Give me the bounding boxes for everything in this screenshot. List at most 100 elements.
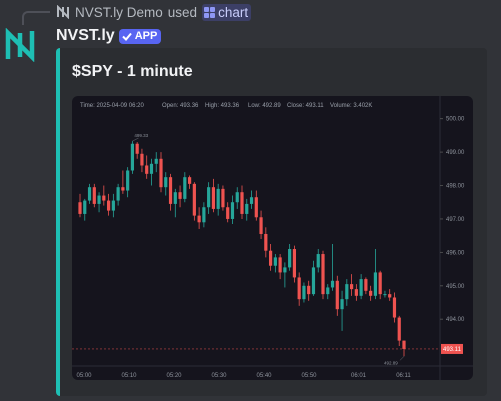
y-tick-label: 499.00 bbox=[446, 150, 465, 156]
candle bbox=[207, 182, 211, 214]
nvstly-logo-icon bbox=[57, 5, 69, 19]
candle bbox=[168, 173, 173, 211]
candle bbox=[92, 183, 96, 208]
candle bbox=[349, 274, 354, 296]
candle bbox=[197, 207, 201, 229]
candle bbox=[354, 284, 358, 301]
candle bbox=[221, 185, 225, 211]
candle bbox=[278, 254, 282, 280]
candle bbox=[297, 272, 301, 306]
candle bbox=[259, 210, 263, 239]
x-tick-label: 05:10 bbox=[121, 373, 137, 379]
reply-bot-name[interactable]: NVST.ly Demo bbox=[75, 4, 163, 20]
candle bbox=[106, 193, 111, 216]
candle bbox=[373, 249, 378, 300]
candle bbox=[145, 155, 149, 179]
info-bar: Time: 2025-04-09 06:20 Open: 493.36 High… bbox=[80, 103, 372, 109]
y-tick-label: 498.00 bbox=[446, 184, 465, 190]
username[interactable]: NVST.ly bbox=[56, 27, 115, 44]
info-low: Low: 492.89 bbox=[248, 103, 281, 109]
candle bbox=[173, 188, 177, 218]
candle bbox=[249, 190, 254, 209]
candle bbox=[183, 172, 187, 203]
y-tick-label: 495.00 bbox=[446, 284, 465, 290]
reply-verb: used bbox=[167, 4, 198, 20]
candle bbox=[397, 315, 401, 346]
y-tick-label: 497.00 bbox=[446, 217, 465, 223]
app-command-icon bbox=[204, 6, 216, 18]
candle bbox=[97, 192, 101, 213]
price-overlay: 493.11 499.33 492.89 bbox=[72, 133, 463, 365]
info-close: Close: 493.11 bbox=[287, 103, 324, 109]
y-tick-label: 496.00 bbox=[446, 250, 465, 256]
y-axis: 500.00 499.00 498.00 497.00 496.00 495.00 494.… bbox=[440, 117, 465, 323]
max-price-annotation: 499.33 bbox=[134, 133, 148, 138]
x-axis: 05:00 05:10 05:20 05:30 05:40 05:50 06:01 06:11 bbox=[76, 373, 411, 379]
candle bbox=[321, 250, 325, 300]
x-tick-label: 06:11 bbox=[396, 373, 411, 379]
info-high: High: 493.36 bbox=[205, 103, 240, 109]
candle bbox=[130, 141, 135, 174]
candle bbox=[126, 167, 130, 198]
candle bbox=[192, 182, 196, 221]
candle bbox=[311, 260, 316, 296]
info-time: Time: 2025-04-09 06:20 bbox=[80, 103, 144, 109]
candle bbox=[383, 290, 387, 298]
candle bbox=[202, 202, 206, 228]
candlestick-chart: Time: 2025-04-09 06:20 Open: 493.36 High… bbox=[72, 96, 473, 380]
candle bbox=[140, 148, 144, 173]
candle bbox=[226, 202, 230, 223]
reply-connector bbox=[22, 11, 50, 25]
candle bbox=[369, 285, 373, 301]
verified-check-icon bbox=[121, 32, 132, 41]
last-price-badge bbox=[441, 343, 463, 354]
candle bbox=[273, 254, 277, 273]
app-badge: APP bbox=[118, 28, 162, 44]
candle bbox=[330, 244, 335, 291]
candle bbox=[392, 292, 397, 323]
avatar[interactable] bbox=[5, 28, 35, 62]
candle bbox=[359, 274, 363, 300]
candle bbox=[245, 198, 249, 221]
candle bbox=[307, 280, 311, 301]
candle bbox=[240, 185, 244, 219]
grid-lines bbox=[72, 96, 473, 380]
candle bbox=[159, 152, 163, 193]
candle bbox=[121, 170, 125, 194]
candle bbox=[154, 152, 158, 173]
info-volume: Volume: 3.402K bbox=[330, 103, 372, 109]
candle bbox=[178, 185, 182, 208]
x-tick-label: 05:20 bbox=[166, 373, 182, 379]
candle bbox=[111, 193, 115, 218]
chart-image[interactable]: Time: 2025-04-09 06:20 Open: 493.36 High… bbox=[72, 96, 473, 380]
candle bbox=[164, 172, 168, 196]
candle bbox=[187, 175, 192, 189]
candle bbox=[283, 262, 287, 288]
candle bbox=[216, 183, 220, 216]
reply-header[interactable]: NVST.ly Demo used chart bbox=[56, 3, 252, 21]
candle bbox=[288, 244, 292, 271]
candle bbox=[388, 289, 392, 301]
slash-command-chip[interactable]: chart bbox=[202, 3, 252, 21]
info-open: Open: 493.36 bbox=[162, 103, 199, 109]
x-tick-label: 05:30 bbox=[211, 373, 227, 379]
command-name: chart bbox=[218, 4, 249, 20]
candle bbox=[335, 275, 339, 316]
x-tick-label: 05:40 bbox=[256, 373, 272, 379]
candle bbox=[302, 282, 306, 303]
candle bbox=[102, 185, 106, 206]
embed-title: $SPY - 1 minute bbox=[72, 63, 193, 80]
last-price-label: 493.11 bbox=[443, 347, 462, 353]
candle bbox=[264, 227, 268, 258]
candle bbox=[254, 190, 258, 221]
candle bbox=[78, 193, 82, 218]
candle bbox=[268, 244, 273, 271]
candle bbox=[345, 279, 349, 306]
candles bbox=[78, 141, 406, 357]
min-price-annotation: 492.89 bbox=[384, 360, 398, 365]
y-tick-label: 500.00 bbox=[446, 117, 465, 123]
candle bbox=[340, 290, 344, 331]
embed-card: $SPY - 1 minute Time: 2025-04-09 06:20 O… bbox=[56, 48, 487, 396]
candle bbox=[378, 270, 382, 300]
candle bbox=[402, 340, 406, 357]
